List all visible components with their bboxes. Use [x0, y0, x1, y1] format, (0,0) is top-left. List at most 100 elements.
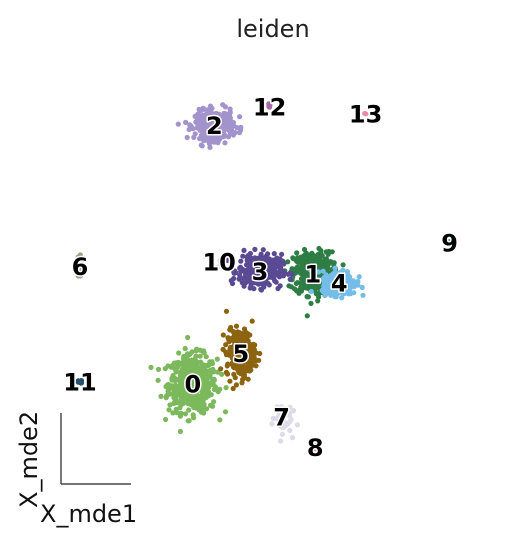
data-point	[279, 269, 286, 275]
data-point	[215, 140, 221, 146]
data-point	[76, 272, 82, 278]
cluster-13-points	[362, 110, 369, 117]
data-point	[167, 391, 173, 397]
data-point	[235, 360, 241, 366]
data-point	[222, 111, 228, 117]
data-point	[75, 379, 81, 385]
data-point	[200, 132, 206, 138]
data-point	[314, 445, 320, 451]
data-point	[305, 285, 311, 291]
data-point	[195, 405, 201, 411]
data-point	[170, 385, 176, 391]
data-point	[272, 257, 278, 263]
data-point	[360, 292, 366, 298]
data-point	[181, 396, 187, 402]
data-point	[193, 358, 199, 364]
data-point	[176, 350, 182, 356]
data-point	[247, 250, 253, 257]
data-point	[238, 351, 244, 357]
axis-indicator	[60, 413, 131, 485]
data-point	[323, 272, 329, 278]
data-point	[207, 103, 214, 109]
data-point	[237, 330, 243, 336]
data-point	[277, 417, 283, 423]
data-point	[211, 377, 217, 383]
data-point	[337, 270, 343, 276]
data-point	[206, 113, 212, 119]
cluster-3-points	[224, 246, 295, 293]
data-point	[174, 410, 180, 416]
data-point	[174, 364, 180, 371]
data-point	[218, 124, 224, 130]
cluster-label-6: 6	[72, 253, 89, 281]
data-point	[232, 354, 238, 360]
data-point	[311, 259, 317, 265]
data-point	[291, 408, 297, 414]
data-point	[273, 279, 279, 285]
x-axis-label: X_mde1	[40, 500, 137, 528]
data-point	[317, 277, 323, 283]
data-point	[346, 277, 352, 283]
data-point	[351, 290, 357, 296]
data-point	[280, 406, 286, 412]
data-point	[239, 280, 245, 286]
data-point	[280, 273, 286, 279]
data-point	[332, 294, 338, 300]
data-point	[248, 282, 254, 288]
data-point	[182, 345, 188, 352]
data-point	[177, 405, 183, 411]
data-point	[363, 111, 369, 117]
data-point	[308, 288, 314, 295]
cluster-label-9: 9	[441, 230, 458, 258]
data-point	[237, 114, 243, 120]
data-points	[75, 101, 454, 452]
cluster-8-points	[310, 442, 320, 452]
data-point	[254, 273, 260, 279]
data-point	[242, 343, 248, 349]
y-axis-label: X_mde2	[15, 411, 43, 508]
data-point	[248, 362, 254, 368]
data-point	[281, 420, 287, 426]
data-point	[201, 350, 207, 356]
data-point	[229, 255, 235, 261]
data-point	[228, 121, 234, 127]
data-point	[300, 280, 306, 286]
data-point	[182, 359, 188, 365]
data-point	[167, 402, 173, 408]
data-point	[175, 121, 181, 127]
data-point	[202, 406, 208, 412]
data-point	[173, 360, 179, 366]
data-point	[306, 262, 312, 269]
data-point	[288, 284, 294, 290]
data-point	[178, 410, 184, 417]
data-point	[313, 291, 319, 297]
data-point	[186, 407, 192, 413]
data-point	[298, 259, 304, 265]
data-point	[258, 251, 264, 257]
cluster-label-10: 10	[202, 249, 235, 277]
data-point	[237, 127, 244, 133]
data-point	[249, 261, 255, 267]
data-point	[207, 372, 213, 379]
data-point	[300, 273, 306, 279]
data-point	[158, 393, 164, 399]
data-point	[220, 332, 226, 338]
data-point	[239, 380, 245, 386]
data-point	[266, 104, 272, 110]
data-point	[447, 241, 453, 247]
data-point	[313, 255, 320, 261]
data-point	[285, 259, 291, 265]
data-point	[227, 378, 233, 384]
data-point	[201, 370, 208, 376]
data-point	[181, 371, 187, 377]
data-point	[215, 264, 221, 270]
data-point	[229, 280, 236, 287]
data-point	[284, 409, 290, 415]
cluster-label-12: 12	[253, 93, 286, 121]
data-point	[339, 295, 345, 301]
data-point	[184, 351, 191, 357]
data-point	[212, 385, 218, 391]
data-point	[222, 409, 229, 415]
data-point	[325, 286, 331, 292]
data-point	[166, 407, 172, 413]
